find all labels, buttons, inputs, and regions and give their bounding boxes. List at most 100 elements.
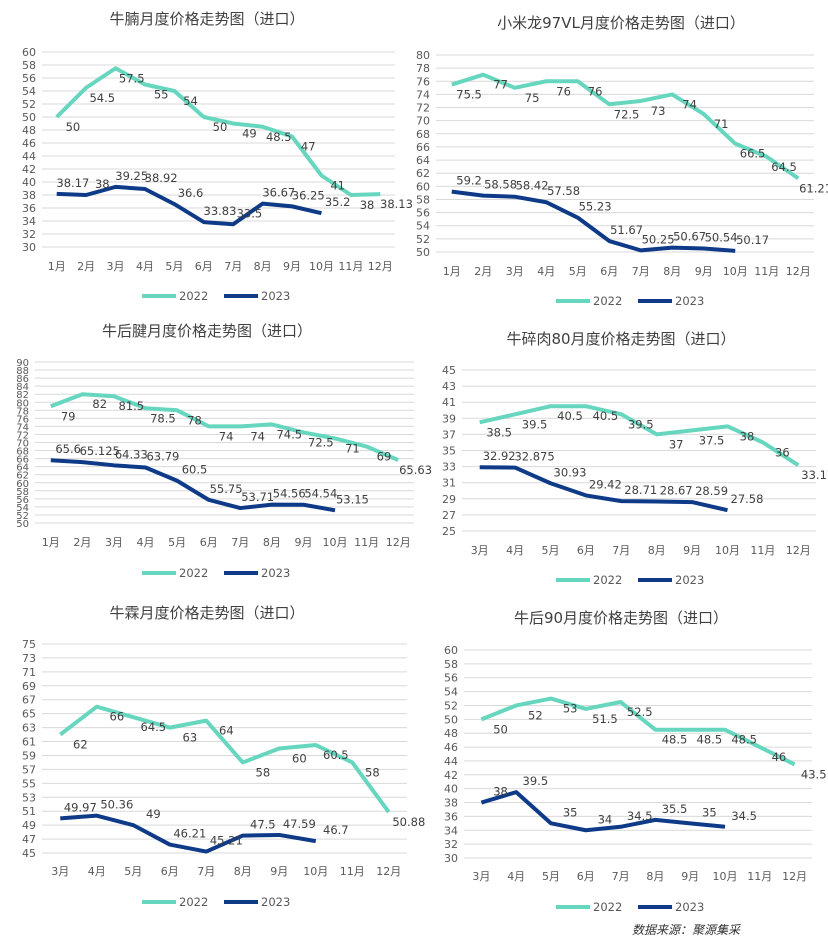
data-label: 51.5: [592, 712, 618, 726]
data-label: 75.5: [456, 88, 482, 102]
data-label: 55.75: [210, 482, 243, 496]
data-label: 49: [146, 807, 161, 821]
data-label: 33.17: [801, 468, 828, 482]
x-tick-label: 4月: [136, 260, 154, 273]
y-tick-label: 44: [22, 150, 36, 163]
data-label: 58.42: [516, 179, 549, 193]
data-label: 38.17: [56, 176, 89, 190]
data-label: 46.7: [323, 823, 349, 837]
y-tick-label: 46: [444, 741, 458, 754]
data-label: 77: [493, 78, 508, 92]
y-tick-label: 86: [16, 374, 29, 385]
data-label: 57.5: [119, 71, 145, 85]
x-tick-label: 9月: [283, 260, 301, 273]
data-label: 50.88: [392, 815, 425, 829]
legend-label: 2023: [261, 566, 290, 580]
series-line-2022: [55, 66, 381, 197]
data-label: 49.97: [64, 800, 97, 814]
y-tick-label: 55: [22, 777, 36, 790]
data-label: 71: [345, 441, 360, 455]
y-tick-label: 70: [16, 439, 29, 450]
series-line-2023: [60, 813, 317, 854]
data-label: 43.5: [801, 767, 827, 781]
y-tick-label: 54: [416, 220, 430, 233]
y-tick-label: 63: [22, 722, 36, 735]
x-tick-label: 3月: [107, 260, 125, 273]
x-tick-label: 5月: [168, 536, 186, 549]
x-tick-label: 3月: [471, 544, 489, 557]
data-label: 53.71: [241, 490, 274, 504]
data-label: 34: [598, 812, 613, 826]
y-tick-label: 30: [444, 852, 458, 865]
x-tick-label: 9月: [695, 265, 713, 278]
y-tick-label: 34: [22, 215, 36, 228]
x-tick-label: 12月: [786, 544, 811, 557]
x-tick-label: 6月: [577, 544, 595, 557]
y-tick-label: 36: [22, 202, 36, 215]
x-tick-label: 10月: [303, 865, 328, 878]
data-label: 34.5: [731, 809, 757, 823]
chart-title: 牛后90月度价格走势图（进口）: [514, 609, 728, 627]
x-tick-label: 3月: [105, 536, 123, 549]
data-label: 58: [256, 765, 271, 779]
data-label: 74.5: [276, 427, 302, 441]
y-tick-label: 52: [22, 98, 36, 111]
series-line-2022: [59, 704, 391, 814]
y-tick-label: 90: [16, 358, 29, 369]
y-tick-label: 88: [16, 366, 29, 377]
y-tick-label: 76: [416, 75, 430, 88]
x-tick-label: 11月: [340, 865, 365, 878]
line-chart-4: 牛霖月度价格走势图（进口）454749515355575961636567697…: [22, 604, 425, 909]
data-label: 78.5: [150, 411, 176, 425]
y-tick-label: 75: [22, 638, 36, 651]
data-label: 62: [73, 738, 88, 752]
chart-title: 牛后腱月度价格走势图（进口）: [102, 322, 312, 340]
y-tick-label: 72: [416, 102, 430, 115]
data-label: 50.25: [642, 232, 675, 246]
y-tick-label: 35: [442, 445, 456, 458]
data-label: 75: [525, 91, 540, 105]
data-label: 50.54: [705, 230, 738, 244]
y-tick-label: 54: [22, 85, 36, 98]
data-label: 37: [669, 437, 684, 451]
data-label: 50.67: [673, 230, 706, 244]
x-tick-label: 7月: [612, 544, 630, 557]
y-tick-label: 39: [442, 412, 456, 425]
x-tick-label: 11月: [354, 536, 379, 549]
source-note: 数据来源：聚源集采: [632, 923, 741, 937]
data-label: 54.56: [273, 487, 306, 501]
data-label: 39.5: [522, 417, 548, 431]
data-label: 36.6: [178, 186, 204, 200]
y-tick-label: 76: [16, 414, 29, 425]
y-tick-label: 56: [444, 672, 458, 685]
data-label: 39.25: [115, 169, 148, 183]
data-label: 58.58: [484, 178, 517, 192]
y-tick-label: 52: [416, 233, 430, 246]
x-tick-label: 3月: [472, 870, 490, 883]
y-tick-label: 57: [22, 763, 36, 776]
data-label: 74: [682, 97, 697, 111]
series-line-2023: [451, 189, 736, 253]
line-chart-1: 小米龙97VL月度价格走势图（进口） 5052545658606264666870…: [416, 14, 828, 308]
chart-title: 牛霖月度价格走势图（进口）: [109, 604, 304, 622]
legend-label: 2023: [675, 900, 704, 914]
x-tick-label: 6月: [200, 536, 218, 549]
x-tick-label: 2月: [474, 265, 492, 278]
data-label: 39.5: [628, 417, 654, 431]
y-tick-label: 53: [22, 791, 36, 804]
data-label: 57.58: [547, 184, 580, 198]
y-tick-label: 65: [22, 708, 36, 721]
data-label: 71: [714, 117, 729, 131]
data-label: 28.67: [660, 483, 693, 497]
x-tick-label: 6月: [195, 260, 213, 273]
data-label: 81.5: [119, 399, 145, 413]
x-tick-label: 12月: [386, 536, 411, 549]
y-tick-label: 34: [444, 824, 458, 837]
y-tick-label: 78: [16, 406, 29, 417]
data-label: 64.5: [771, 160, 797, 174]
x-tick-label: 6月: [577, 870, 595, 883]
data-label: 74: [250, 429, 265, 443]
x-tick-label: 7月: [632, 265, 650, 278]
y-tick-label: 59: [22, 749, 36, 762]
x-tick-label: 11月: [338, 260, 363, 273]
